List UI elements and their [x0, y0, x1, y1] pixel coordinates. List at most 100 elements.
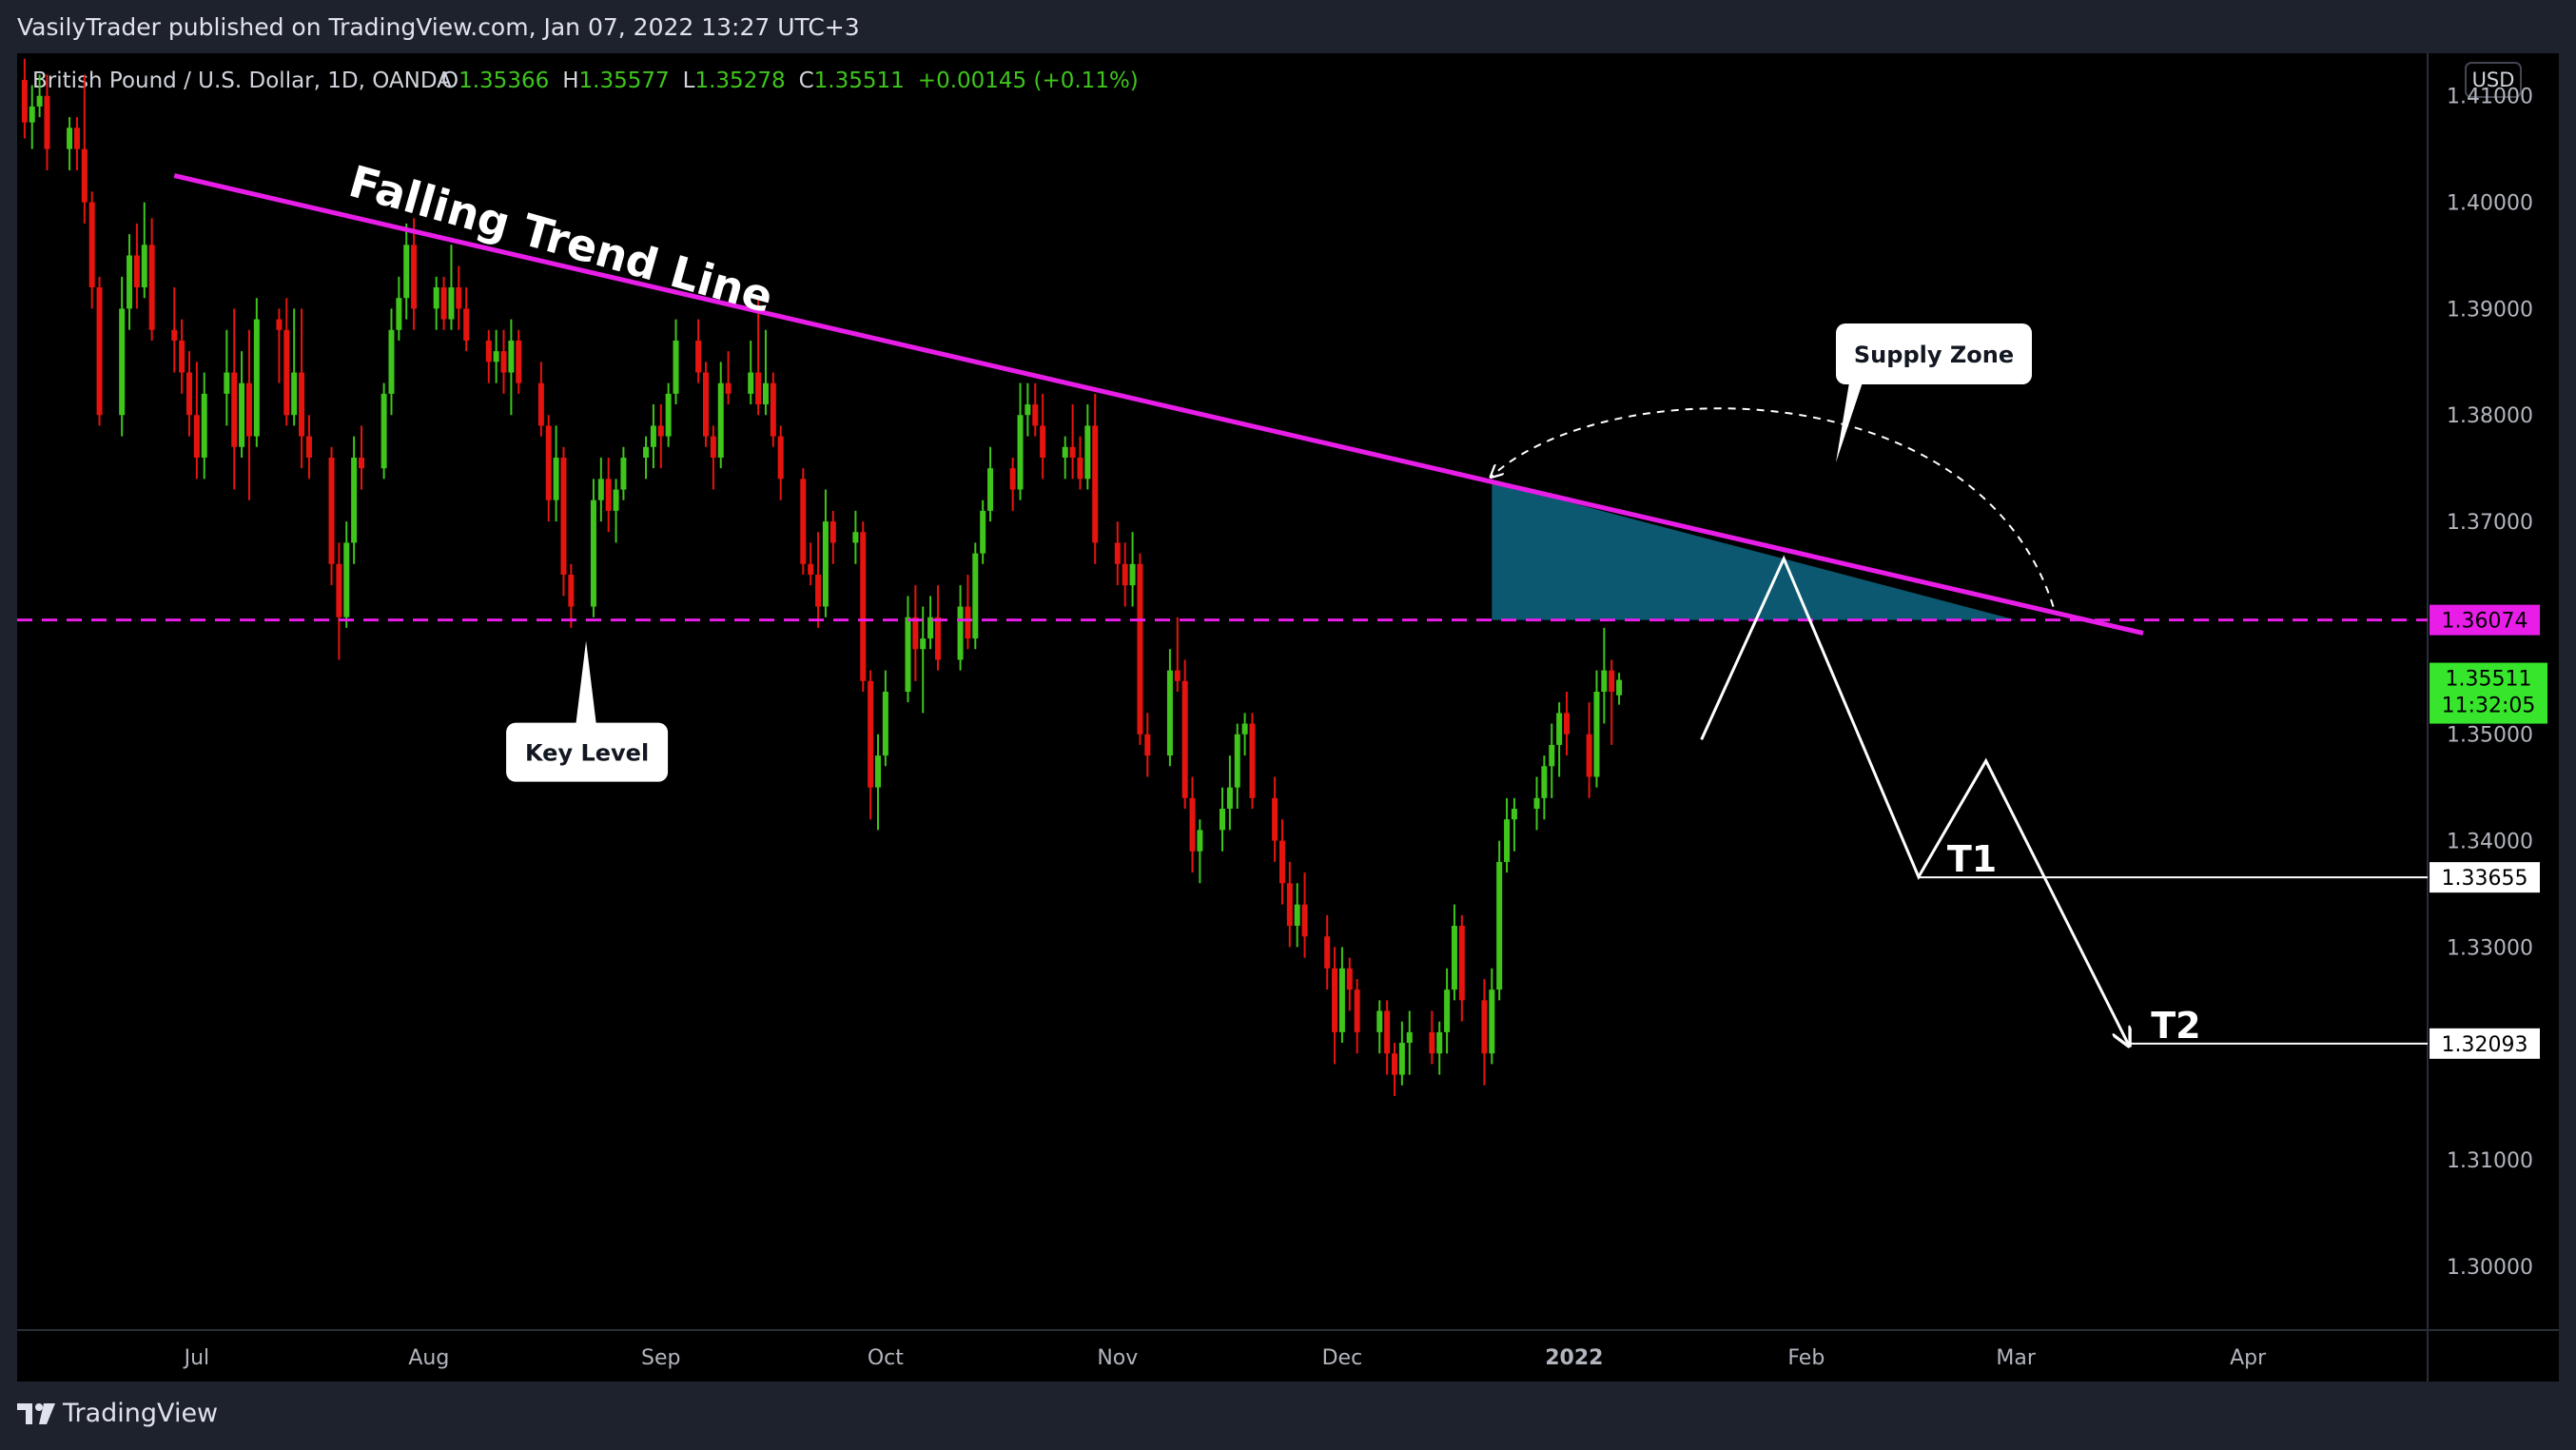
candle-body	[1166, 670, 1173, 756]
candle-body	[351, 457, 358, 543]
projection-path	[1700, 555, 2129, 1044]
x-tick-label: Jul	[183, 1346, 210, 1370]
legend-low-label: L	[683, 69, 695, 93]
candle-body	[927, 617, 934, 639]
supply-zone	[1492, 481, 2017, 620]
candle-body	[253, 319, 260, 437]
candle-body	[800, 479, 807, 564]
chart-frame	[17, 53, 2559, 1381]
legend-high-label: H	[562, 69, 578, 93]
x-tick-label: Sep	[641, 1346, 680, 1370]
candle-body	[186, 372, 192, 416]
candle-body	[343, 542, 350, 617]
currency-button[interactable]	[2465, 62, 2522, 98]
candle-body	[1324, 936, 1331, 969]
supply-zone-callout-pointer	[1836, 382, 1863, 462]
candle-body	[81, 148, 88, 203]
legend-high: 1.35577	[579, 69, 670, 93]
x-tick-label: 2022	[1545, 1346, 1603, 1370]
candle-body	[201, 393, 207, 458]
candle-body	[1241, 723, 1248, 735]
candle-body	[1272, 797, 1278, 841]
t1-price-tag	[2430, 862, 2540, 893]
supply-zone-callout	[1836, 323, 2032, 384]
tradingview-logo[interactable]: TradingView	[17, 1399, 218, 1428]
candle-body	[1338, 968, 1345, 1032]
candle-body	[1174, 670, 1181, 681]
legend-close-label: C	[799, 69, 814, 93]
candle-body	[291, 372, 298, 416]
candle-body	[88, 202, 95, 288]
candle-body	[396, 298, 402, 330]
candle-body	[67, 127, 73, 149]
candle-body	[44, 95, 50, 149]
candle-body	[1025, 404, 1031, 416]
candle-body	[1032, 404, 1039, 426]
candle-body	[1114, 542, 1121, 564]
candle-body	[1220, 809, 1225, 831]
candle-body	[1616, 679, 1623, 696]
candle-body	[568, 574, 575, 607]
legend-close: 1.35511	[814, 69, 905, 93]
publisher-text: VasilyTrader published on TradingView.co…	[17, 13, 860, 41]
candle-body	[1429, 1031, 1435, 1054]
candle-body	[119, 308, 126, 416]
candle-body	[141, 245, 147, 288]
t2-price-tag	[2430, 1028, 2540, 1059]
candle-body	[36, 95, 43, 107]
candle-body	[597, 479, 604, 500]
candle-body	[657, 425, 664, 437]
candle-body	[1092, 425, 1099, 543]
candle-body	[1286, 883, 1293, 927]
candle-body	[359, 457, 364, 469]
candle-body	[987, 468, 994, 511]
candle-body	[972, 553, 979, 639]
y-tick-label: 1.40000	[2447, 192, 2533, 216]
candle-body	[1189, 797, 1196, 852]
candle-body	[1017, 415, 1024, 490]
candle-body	[1144, 734, 1151, 756]
key-level-price-tag	[2430, 604, 2540, 636]
candle-body	[328, 457, 335, 564]
y-tick-label: 1.37000	[2447, 511, 2533, 535]
legend-low: 1.35278	[694, 69, 785, 93]
candle-body	[1084, 425, 1091, 480]
candle-body	[1593, 692, 1600, 777]
last-price-tag	[2430, 662, 2547, 724]
legend-ohlc: O1.35366 H1.35577 L1.35278 C1.35511 +0.00145…	[441, 69, 1139, 93]
candle-body	[703, 372, 709, 437]
candle-body	[305, 436, 312, 458]
candle-body	[1197, 830, 1203, 852]
candle-body	[762, 382, 769, 405]
candle-body	[456, 287, 462, 309]
candle-body	[755, 372, 762, 405]
candle-body	[1376, 1010, 1383, 1032]
t1-label: T1	[1947, 838, 1997, 880]
candle-body	[239, 382, 245, 447]
candle-body	[1504, 819, 1511, 862]
candle-body	[508, 340, 515, 373]
candle-body	[725, 382, 732, 394]
candle-body	[1346, 968, 1353, 990]
key-level-price: 1.36074	[2442, 610, 2528, 634]
candle-body	[127, 255, 133, 309]
candle-body	[231, 372, 238, 447]
currency-label: USD	[2472, 69, 2515, 91]
candle-body	[148, 245, 155, 330]
y-tick-label: 1.39000	[2447, 298, 2533, 322]
last-price: 1.35511	[2446, 668, 2532, 692]
candle-body	[1040, 425, 1046, 458]
candle-body	[1278, 840, 1285, 884]
candle-body	[1069, 446, 1076, 458]
candle-body	[1384, 1010, 1391, 1054]
candle-body	[516, 340, 522, 383]
candle-body	[1564, 713, 1570, 735]
candle-body	[1458, 926, 1465, 1001]
candle-body	[1181, 680, 1188, 798]
bar-countdown: 11:32:05	[2442, 695, 2536, 718]
tradingview-logo-text: TradingView	[63, 1399, 219, 1428]
candle-body	[822, 521, 829, 607]
supply-zone-arrow	[1492, 407, 2055, 607]
candle-body	[815, 574, 822, 607]
